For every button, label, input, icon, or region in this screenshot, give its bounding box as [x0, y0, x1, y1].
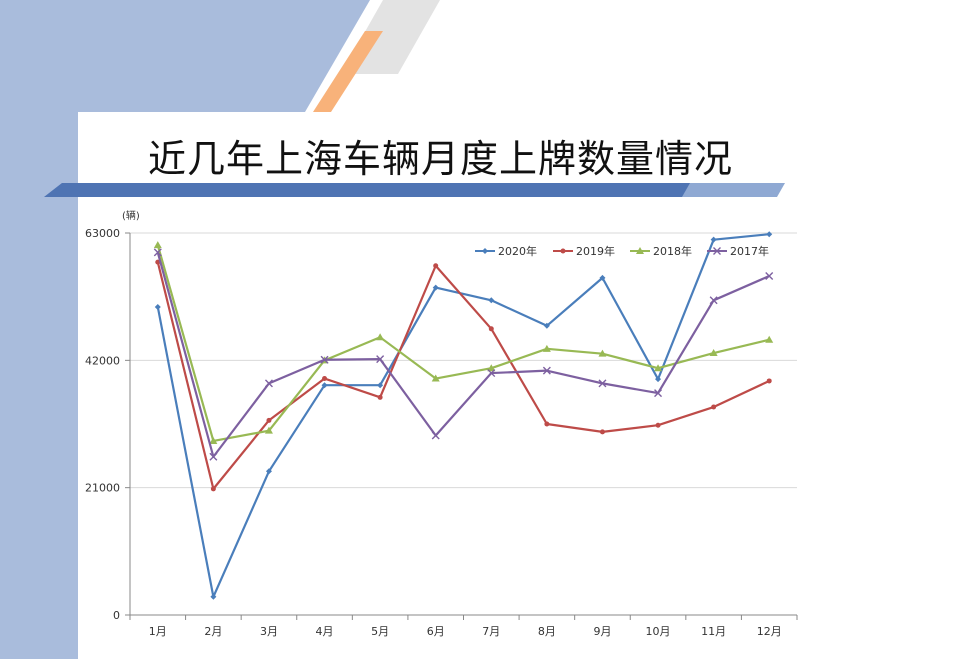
series-line — [156, 244, 770, 443]
data-point-x — [542, 366, 551, 375]
legend-label: 2017年 — [730, 244, 769, 258]
x-tick-label: 5月 — [371, 625, 389, 638]
data-point-x — [264, 379, 273, 388]
data-point-diamond — [154, 303, 161, 310]
data-point-circle — [711, 404, 717, 410]
series-line — [156, 252, 770, 458]
data-point-x — [431, 431, 440, 440]
data-point-circle — [210, 486, 216, 492]
x-tick-label: 1月 — [149, 625, 167, 638]
x-tick-label: 3月 — [260, 625, 278, 638]
data-point-x — [765, 272, 774, 281]
x-tick-label: 4月 — [316, 625, 334, 638]
data-point-diamond — [655, 376, 662, 383]
data-point-x — [709, 296, 718, 305]
data-point-x — [654, 389, 663, 398]
data-point-triangle — [209, 436, 218, 444]
x-tick-label: 12月 — [757, 625, 782, 638]
y-tick-label: 63000 — [85, 227, 120, 240]
x-tick-label: 10月 — [646, 625, 671, 638]
data-point-diamond — [766, 231, 773, 238]
grid-lines — [130, 232, 797, 489]
legend: 2020年 2019年 2018年 2017年 — [475, 244, 769, 258]
orange-stripe-shape — [313, 31, 383, 112]
data-point-triangle — [487, 364, 496, 372]
data-point-triangle — [376, 333, 385, 341]
data-point-circle — [655, 422, 661, 428]
series-1 — [154, 231, 773, 600]
legend-label: 2019年 — [576, 244, 615, 258]
data-point-circle — [377, 394, 383, 400]
y-tick-label: 21000 — [85, 482, 120, 495]
data-point-triangle — [654, 364, 663, 372]
y-unit-label: (辆) — [122, 209, 140, 222]
data-point-diamond — [210, 593, 217, 600]
data-point-diamond — [321, 382, 328, 389]
data-point-circle — [560, 248, 566, 254]
title-band-dark — [44, 183, 690, 197]
data-point-circle — [766, 378, 772, 384]
legend-entry-4: 2017年 — [707, 244, 769, 258]
x-tick-label: 9月 — [593, 625, 611, 638]
axes — [125, 232, 798, 620]
content-card — [78, 112, 960, 659]
data-point-circle — [599, 429, 605, 435]
legend-label: 2020年 — [498, 244, 537, 258]
data-point-triangle — [598, 349, 607, 357]
data-point-diamond — [265, 468, 272, 475]
data-point-diamond — [482, 248, 488, 254]
x-tick-label: 8月 — [538, 625, 556, 638]
x-tick-label: 6月 — [427, 625, 445, 638]
legend-entry-2: 2019年 — [553, 244, 615, 258]
data-point-triangle — [765, 335, 774, 343]
data-point-x — [598, 379, 607, 388]
data-point-x — [153, 248, 162, 257]
x-tick-label: 7月 — [482, 625, 500, 638]
data-point-circle — [488, 326, 494, 332]
data-point-diamond — [432, 284, 439, 291]
x-tick-labels: 1月 2月 3月 4月 5月 6月 7月 8月 9月 10月 11月 12月 — [149, 625, 782, 638]
data-point-x — [209, 452, 218, 461]
x-tick-label: 11月 — [701, 625, 726, 638]
data-point-triangle — [636, 247, 644, 254]
y-tick-label: 0 — [113, 609, 120, 622]
series-line — [156, 261, 770, 490]
data-point-diamond — [488, 297, 495, 304]
data-point-circle — [266, 417, 272, 423]
x-tick-label: 2月 — [204, 625, 222, 638]
y-tick-label: 42000 — [85, 354, 120, 367]
data-point-diamond — [710, 236, 717, 243]
data-point-triangle — [542, 344, 551, 352]
top-left-blue-shape — [0, 0, 370, 112]
data-point-circle — [544, 421, 550, 427]
data-point-diamond — [377, 382, 384, 389]
page-title: 近几年上海车辆月度上牌数量情况 — [148, 137, 734, 181]
data-point-circle — [433, 263, 439, 269]
data-point-x — [487, 369, 496, 378]
data-point-diamond — [599, 274, 606, 281]
series-lines — [153, 231, 774, 600]
data-point-triangle — [153, 241, 162, 249]
data-point-triangle — [264, 426, 273, 434]
series-line — [156, 233, 770, 598]
y-tick-labels: 0 21000 42000 63000 — [85, 227, 120, 622]
data-point-circle — [322, 376, 328, 382]
legend-label: 2018年 — [653, 244, 692, 258]
data-point-triangle — [709, 349, 718, 357]
data-point-x — [320, 355, 329, 364]
legend-entry-3: 2018年 — [630, 244, 692, 258]
legend-entry-1: 2020年 — [475, 244, 537, 258]
data-point-x — [376, 355, 385, 364]
data-point-x — [713, 247, 721, 255]
series-4 — [153, 248, 774, 461]
data-point-triangle — [431, 374, 440, 382]
data-point-diamond — [543, 322, 550, 329]
